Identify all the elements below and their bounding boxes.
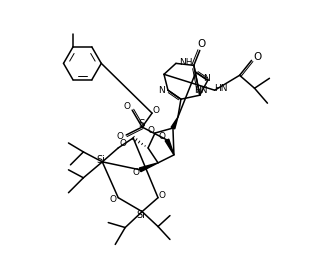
Text: O: O — [159, 132, 165, 141]
Text: N: N — [203, 74, 210, 83]
Text: S: S — [139, 119, 145, 129]
Text: NH: NH — [179, 58, 193, 67]
Text: O: O — [117, 132, 124, 141]
Polygon shape — [140, 163, 158, 172]
Text: Si: Si — [137, 210, 146, 220]
Text: O: O — [120, 140, 127, 149]
Text: HN: HN — [214, 84, 227, 93]
Text: HN: HN — [194, 86, 208, 95]
Text: O: O — [152, 106, 160, 115]
Text: O: O — [253, 52, 262, 62]
Text: O: O — [159, 191, 165, 200]
Text: O: O — [133, 168, 140, 177]
Polygon shape — [171, 117, 178, 129]
Text: O: O — [198, 39, 206, 50]
Text: Si: Si — [97, 155, 106, 165]
Text: O: O — [124, 102, 131, 111]
Text: N: N — [159, 86, 165, 95]
Text: O: O — [148, 126, 154, 135]
Polygon shape — [165, 139, 174, 155]
Text: O: O — [110, 195, 117, 204]
